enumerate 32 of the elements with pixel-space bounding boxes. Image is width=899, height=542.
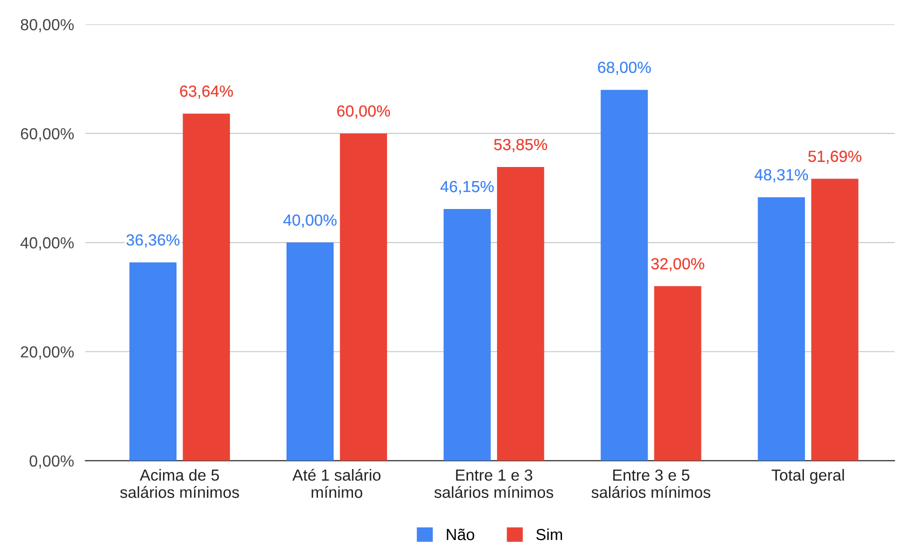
x-tick-label: Entre 3 e 5 salários mínimos (592, 469, 710, 498)
bar (286, 242, 334, 461)
data-label: 40,00% (283, 214, 337, 228)
bar (600, 90, 648, 461)
data-label: 63,64% (180, 86, 233, 99)
legend-label: Sim (536, 528, 562, 540)
legend-label: Não (446, 528, 474, 540)
bar (758, 197, 805, 461)
data-label: 36,36% (126, 234, 180, 248)
y-tick-label: 80,00% (20, 19, 74, 32)
y-tick-label: 40,00% (20, 237, 74, 250)
data-label: 60,00% (337, 105, 390, 119)
bar (444, 209, 491, 461)
bar (811, 178, 858, 461)
bar (129, 262, 177, 461)
x-tick-label: Total geral (772, 469, 844, 484)
data-label: 53,85% (494, 138, 548, 152)
data-label: 68,00% (598, 62, 651, 75)
x-tick-label: Entre 1 e 3 salários mínimos (434, 469, 554, 498)
bar (182, 114, 230, 461)
x-tick-label: Até 1 salário mínimo (292, 468, 380, 498)
bar (654, 286, 702, 461)
data-label: 51,69% (808, 150, 862, 164)
data-label: 48,31% (754, 169, 808, 182)
data-label: 46,15% (440, 180, 494, 194)
y-tick-label: 20,00% (20, 346, 74, 360)
bar (340, 133, 388, 461)
data-label: 32,00% (651, 258, 704, 272)
y-tick-label: 0,00% (30, 455, 74, 469)
bar (497, 167, 544, 461)
x-tick-label: Acima de 5 salários mínimos (120, 469, 240, 498)
y-tick-label: 60,00% (20, 128, 74, 142)
